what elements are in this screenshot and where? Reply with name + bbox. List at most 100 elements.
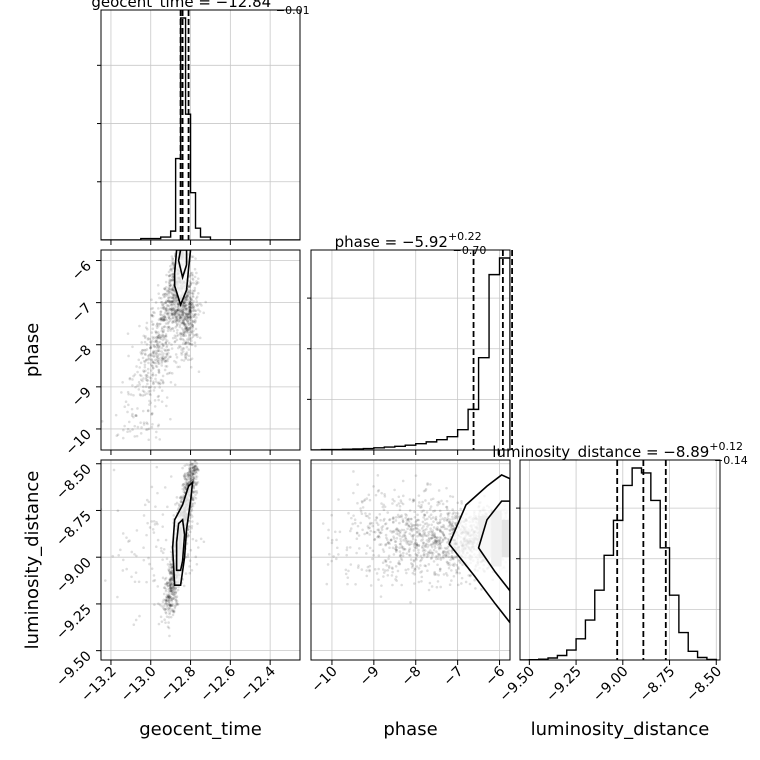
sample-point (172, 313, 175, 317)
sample-point (168, 634, 171, 638)
sample-point (173, 312, 176, 316)
sample-point (182, 319, 185, 323)
sample-point (167, 299, 170, 303)
sample-point (192, 289, 196, 293)
sample-point (143, 336, 147, 340)
sample-point (404, 523, 408, 527)
sample-point (165, 615, 169, 618)
sample-point (183, 300, 186, 304)
sample-point (169, 327, 172, 331)
sample-point (190, 319, 194, 322)
sample-point (455, 516, 459, 520)
sample-point (167, 609, 170, 612)
sample-point (95, 585, 98, 588)
sample-point (126, 390, 130, 394)
sample-point (150, 353, 153, 357)
sample-point (171, 316, 175, 320)
sample-point (171, 300, 175, 303)
sample-point (194, 555, 198, 559)
sample-point (384, 522, 388, 525)
sample-point (190, 339, 193, 343)
sample-point (127, 392, 130, 396)
sample-point (167, 596, 171, 600)
sample-point (406, 518, 410, 521)
sample-point (441, 551, 445, 555)
sample-point (447, 520, 451, 524)
sample-point (431, 516, 435, 519)
sample-point (161, 307, 165, 310)
sample-point (434, 536, 438, 540)
sample-point (192, 309, 195, 312)
sample-point (169, 604, 172, 607)
sample-point (418, 501, 421, 504)
sample-point (169, 567, 172, 570)
sample-point (173, 309, 177, 313)
sample-point (427, 551, 430, 555)
title-sup: +0.12 (709, 440, 743, 453)
sample-point (427, 538, 431, 541)
sample-point (186, 358, 190, 362)
sample-point (401, 520, 405, 523)
sample-point (154, 361, 158, 365)
sample-point (191, 292, 194, 295)
sample-point (129, 393, 133, 396)
sample-point (369, 584, 373, 587)
sample-point (345, 546, 349, 549)
sample-point (416, 524, 420, 527)
sample-point (412, 559, 416, 563)
sample-point (153, 405, 157, 408)
sample-point (177, 585, 180, 589)
sample-point (167, 626, 171, 630)
sample-point (439, 546, 443, 550)
sample-point (433, 535, 437, 539)
sample-point (368, 522, 372, 526)
sample-point (398, 531, 402, 535)
sample-point (186, 315, 189, 319)
sample-point (178, 323, 182, 327)
sample-point (190, 332, 194, 335)
sample-point (332, 555, 335, 558)
sample-point (188, 481, 191, 484)
sample-point (190, 315, 193, 318)
sample-point (373, 568, 377, 571)
sample-point (172, 266, 175, 270)
sample-point (170, 603, 174, 606)
sample-point (358, 547, 361, 550)
sample-point (414, 538, 418, 542)
sample-point (164, 309, 168, 312)
sample-point (195, 491, 199, 495)
sample-point (181, 484, 184, 487)
sample-point (169, 302, 173, 305)
sample-point (184, 572, 188, 575)
sample-point (188, 304, 191, 307)
sample-point (169, 598, 173, 602)
sample-point (194, 344, 197, 348)
sample-point (160, 335, 164, 338)
sample-point (188, 480, 191, 483)
sample-point (416, 513, 419, 517)
sample-point (185, 484, 189, 487)
sample-point (146, 371, 150, 375)
sample-point (178, 337, 182, 341)
sample-point (121, 380, 124, 384)
sample-point (361, 506, 365, 509)
sample-point (389, 529, 392, 533)
sample-point (425, 522, 429, 525)
sample-point (460, 499, 463, 503)
sample-point (182, 309, 185, 313)
sample-point (398, 562, 402, 566)
sample-point (436, 536, 439, 539)
sample-point (146, 409, 150, 412)
sample-point (136, 425, 140, 429)
sample-point (175, 338, 179, 342)
sample-point (383, 559, 387, 562)
sample-point (365, 574, 369, 578)
sample-point (124, 400, 128, 404)
sample-point (460, 576, 464, 580)
y-tick-label-phase: −9 (69, 384, 95, 410)
sample-point (147, 337, 150, 340)
sample-point (398, 554, 402, 558)
sample-point (407, 549, 411, 552)
sample-point (191, 306, 194, 310)
sample-point (179, 308, 182, 312)
